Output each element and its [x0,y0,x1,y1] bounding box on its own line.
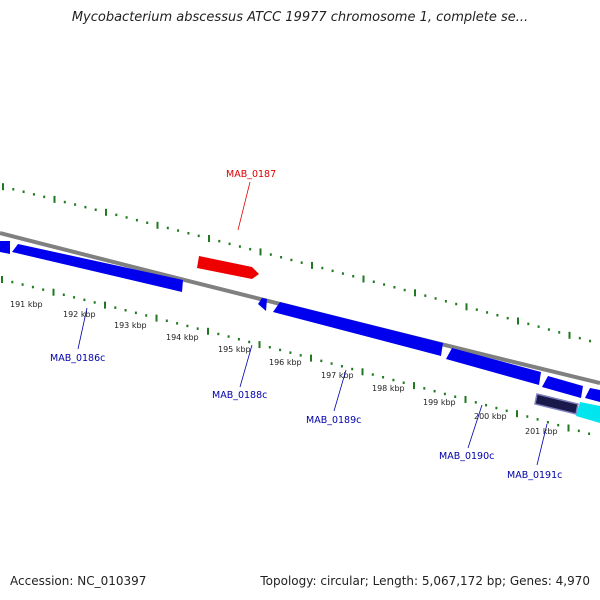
scale-label: 192 kbp [63,310,96,319]
outer-tick-track [2,183,592,343]
gene-feature-0189c[interactable] [273,302,443,356]
callout-line [237,181,251,231]
gene-label-mab-0189c[interactable]: MAB_0189c [306,415,361,426]
gene-features[interactable] [0,241,600,423]
scale-label: 195 kbp [218,345,251,354]
genome-summary-text: Topology: circular; Length: 5,067,172 bp… [260,574,590,588]
scale-label: 197 kbp [321,371,354,380]
selected-feature[interactable] [534,393,579,415]
inner-tick-track [1,276,591,435]
callout-line [467,404,483,449]
scale-label: 194 kbp [166,333,199,342]
scale-label: 198 kbp [372,384,405,393]
gene-label-mab-0187[interactable]: MAB_0187 [226,169,276,180]
gene-label-mab-0191c[interactable]: MAB_0191c [507,470,562,481]
scale-label: 193 kbp [114,321,147,330]
gene-feature-0190c[interactable] [446,348,541,385]
scale-label: 191 kbp [10,300,43,309]
scale-label: 201 kbp [525,427,558,436]
gene-callouts [77,181,548,466]
gene-feature-0187[interactable] [197,256,259,279]
callout-line [77,307,88,350]
gene-labels[interactable]: MAB_0187 MAB_0186c MAB_0188c MAB_0189c M… [50,169,562,481]
scale-label: 199 kbp [423,398,456,407]
gene-label-mab-0190c[interactable]: MAB_0190c [439,451,494,462]
scale-labels: 191 kbp 192 kbp 193 kbp 194 kbp 195 kbp … [10,300,558,436]
callout-line [333,369,347,412]
map-title: Mycobacterium abscessus ATCC 19977 chrom… [71,10,529,25]
gene-label-mab-0188c[interactable]: MAB_0188c [212,390,267,401]
gene-feature-0188c[interactable] [258,298,267,311]
gene-feature-0185c[interactable] [0,241,10,254]
cyan-feature[interactable] [576,402,600,423]
accession-text: Accession: NC_010397 [10,574,147,588]
gene-label-mab-0186c[interactable]: MAB_0186c [50,353,105,364]
gene-feature-0192c[interactable] [585,388,600,402]
gene-feature-0191c[interactable] [542,376,583,398]
gene-feature-0186c[interactable] [12,244,183,292]
callout-line [536,423,548,466]
scale-label: 200 kbp [474,412,507,421]
callout-line [239,344,253,388]
scale-label: 196 kbp [269,358,302,367]
